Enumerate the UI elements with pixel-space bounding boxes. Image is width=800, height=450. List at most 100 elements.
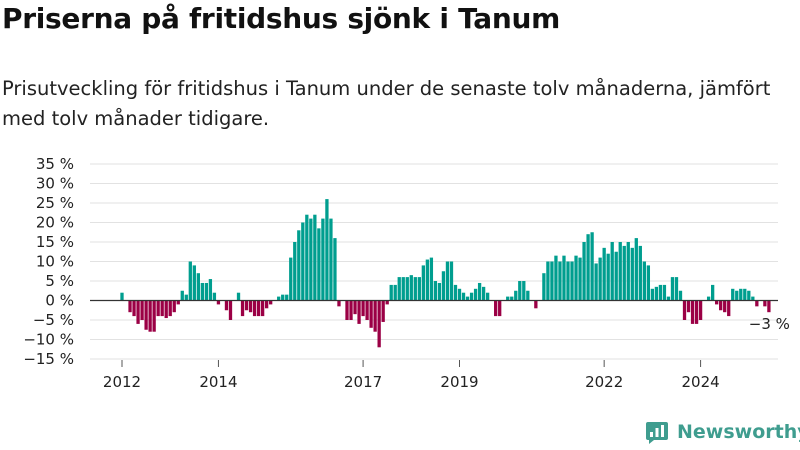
y-tick-label: −5 %: [33, 311, 74, 329]
bar: [301, 222, 305, 301]
bar: [622, 245, 626, 301]
bar: [494, 300, 498, 317]
bar: [236, 292, 241, 301]
bar: [433, 281, 438, 301]
newsworthy-logo: Newsworthy: [645, 420, 800, 444]
bar: [325, 199, 329, 301]
bar: [156, 300, 160, 317]
bar: [120, 292, 124, 301]
bar: [518, 281, 522, 301]
bar: [723, 300, 727, 313]
bar: [658, 284, 663, 301]
bar: [285, 294, 289, 301]
bar: [590, 232, 594, 301]
bar: [281, 294, 285, 301]
bar: [646, 265, 651, 301]
bar: [329, 218, 333, 301]
x-tick-label: 2019: [440, 373, 478, 391]
bar: [618, 242, 622, 301]
bar: [570, 261, 574, 301]
bar: [674, 277, 679, 301]
y-tick-label: 5 %: [45, 272, 74, 290]
bar: [598, 257, 602, 301]
x-tick-label: 2014: [199, 373, 237, 391]
bar: [188, 261, 192, 301]
bar: [453, 284, 458, 301]
x-tick-label: 2024: [681, 373, 719, 391]
bar: [293, 242, 297, 301]
bar: [252, 300, 257, 317]
bar: [224, 300, 229, 311]
bar: [562, 255, 566, 301]
bar: [393, 284, 397, 301]
bar: [228, 300, 233, 320]
bar: [132, 300, 136, 317]
bar: [751, 296, 755, 301]
bar: [321, 218, 325, 301]
bar: [739, 288, 743, 301]
bar: [248, 300, 253, 313]
bar: [260, 300, 265, 317]
bar: [735, 290, 739, 301]
last-value-label: −3 %: [749, 315, 790, 333]
bar: [256, 300, 261, 317]
bar: [755, 300, 759, 307]
bar: [317, 228, 321, 301]
bar: [711, 284, 715, 301]
bar: [164, 300, 168, 319]
bar: [216, 300, 221, 305]
bar: [144, 300, 148, 330]
bar: [630, 247, 634, 301]
bar: [425, 259, 430, 301]
annotations: −3 %: [749, 315, 790, 333]
bar: [381, 300, 385, 322]
y-tick-label: 20 %: [36, 214, 74, 232]
bar: [148, 300, 152, 332]
bar: [417, 277, 421, 301]
bar: [437, 282, 442, 301]
bar: [192, 265, 196, 301]
bar: [204, 282, 209, 301]
bar: [349, 300, 353, 320]
bar: [465, 296, 470, 301]
bar: [345, 300, 349, 320]
y-axis-labels: 35 % 30 %25 % 20 %15 % 10 %5 % 0 %−5 % −10 %−…: [23, 155, 74, 368]
bar: [506, 296, 510, 301]
y-tick-label: −10 %: [23, 331, 74, 349]
bar: [244, 300, 249, 311]
y-tick-label: 15 %: [36, 233, 74, 251]
bar: [743, 288, 747, 301]
bar: [180, 290, 184, 301]
bar: [650, 288, 655, 301]
bar: [481, 286, 486, 301]
bar: [461, 292, 466, 301]
bar: [369, 300, 373, 328]
bar: [269, 300, 273, 305]
bar: [550, 261, 554, 301]
chart-title: Priserna på fritidshus sjönk i Tanum: [2, 2, 560, 35]
bar: [413, 277, 417, 301]
bar: [554, 255, 558, 301]
bar: [136, 300, 140, 324]
bar: [401, 277, 405, 301]
bar: [429, 257, 434, 301]
bar: [719, 300, 723, 311]
bar: [731, 288, 735, 301]
bar: [682, 300, 687, 320]
bar: [445, 261, 450, 301]
bar: [240, 300, 245, 317]
bar: [582, 242, 586, 301]
x-axis: 2012 2014 2017 2019 2022 2024: [103, 360, 720, 391]
bar: [265, 300, 269, 309]
bar: [678, 290, 683, 301]
bar: [377, 300, 381, 348]
bar: [457, 288, 462, 301]
bar: [353, 300, 357, 315]
bar: [566, 261, 570, 301]
bar: [333, 238, 337, 301]
bar: [767, 300, 771, 313]
bar: [128, 300, 132, 313]
bar: [638, 245, 642, 301]
bar: [409, 275, 413, 301]
bar: [574, 255, 578, 301]
